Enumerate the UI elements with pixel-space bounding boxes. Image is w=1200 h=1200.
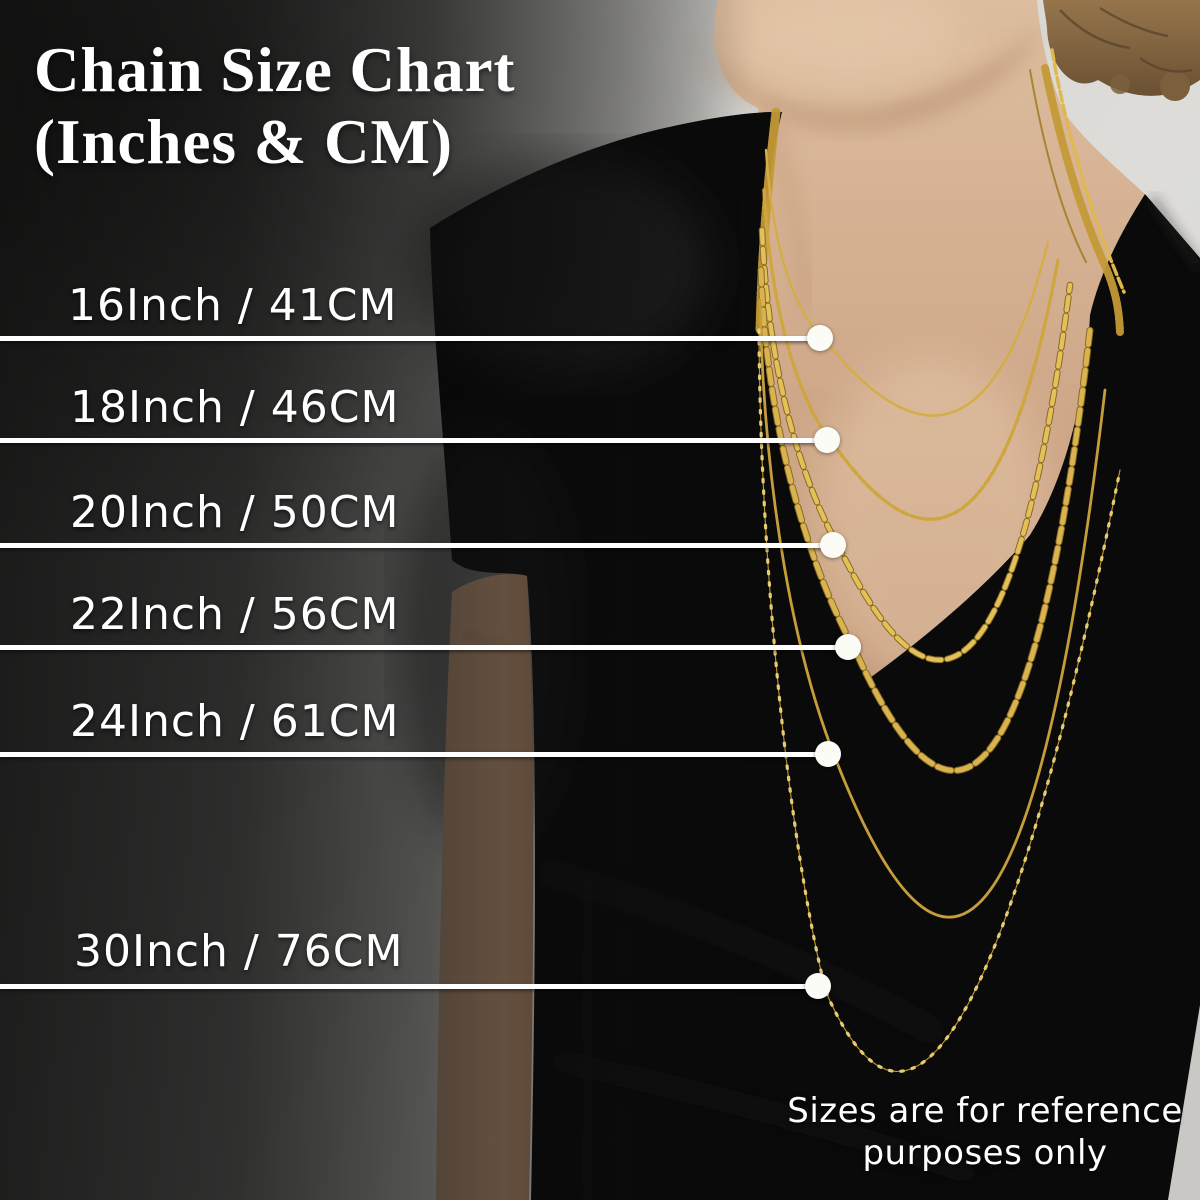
leader-line-20inch [0,543,825,548]
leader-line-24inch [0,752,820,757]
size-label-30inch: 30Inch / 76CM [74,926,404,977]
disclaimer-line1: Sizes are for reference [787,1091,1183,1131]
chain-point-marker-24inch [815,741,841,767]
size-label-22inch: 22Inch / 56CM [70,589,400,640]
disclaimer-line2: purposes only [862,1133,1108,1173]
size-label-18inch: 18Inch / 46CM [70,382,400,433]
size-label-20inch: 20Inch / 50CM [70,487,400,538]
size-label-24inch: 24Inch / 61CM [70,696,400,747]
chain-point-marker-22inch [835,634,861,660]
leader-line-16inch [0,336,812,341]
chain-point-marker-16inch [807,325,833,351]
size-label-16inch: 16Inch / 41CM [68,280,398,331]
disclaimer-text: Sizes are for reference purposes only [775,1090,1195,1174]
leader-line-30inch [0,984,810,989]
chain-point-marker-20inch [820,532,846,558]
page-title-line1: Chain Size Chart [34,35,516,105]
chain-point-marker-18inch [814,427,840,453]
chain-point-marker-30inch [805,973,831,999]
page-title: Chain Size Chart (Inches & CM) [34,34,516,178]
page-title-line2: (Inches & CM) [34,107,453,177]
leader-line-22inch [0,645,840,650]
leader-line-18inch [0,438,819,443]
